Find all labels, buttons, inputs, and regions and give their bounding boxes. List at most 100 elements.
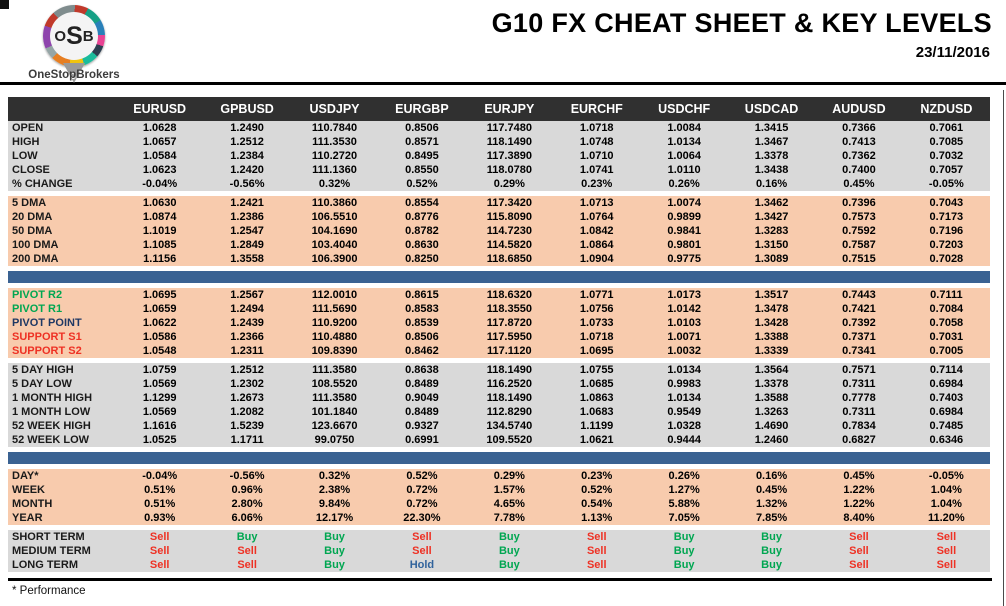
cell: 1.3283 [754,225,789,237]
row-label: 20 DMA [12,211,53,223]
cell: Buy [673,531,695,543]
cell: 0.7061 [929,122,964,134]
cell: 0.7032 [929,150,964,162]
section-moving-averages: 5 DMA 1.0630 1.2421 110.3860 0.8554 117.3420 1… [8,196,990,266]
cell: 1.3378 [754,150,789,162]
cell: 0.8250 [405,253,439,265]
cell: 0.23% [581,178,613,190]
row-label: PIVOT POINT [12,317,82,329]
cell: 111.5690 [312,303,357,315]
row-label: 1 MONTH HIGH [12,392,93,404]
cell: 0.7085 [929,136,964,148]
cell: 1.0864 [579,239,614,251]
cell: 1.32% [755,498,788,510]
row-label: 50 DMA [12,225,53,237]
column-header-usdcad: USDCAD [744,102,799,116]
cell: 1.1085 [142,239,177,251]
cell: 0.7362 [842,150,876,162]
cell: 0.7366 [842,122,876,134]
cell: 110.7840 [311,122,358,134]
cell: 1.0621 [579,434,614,446]
cell: 1.3462 [754,197,789,209]
cell: 1.1156 [143,253,177,265]
row-label: SHORT TERM [12,531,85,543]
header-row: EURUSD GPBUSD USDJPY EURGBP EURJPY EURCHF USDC… [8,97,990,121]
cell: 0.26% [668,470,700,482]
cell: 0.7084 [929,303,964,315]
cell: 1.3478 [754,303,789,315]
table-row: 5 DMA 1.0630 1.2421 110.3860 0.8554 117.3420 1… [8,196,990,210]
cell: 0.9327 [405,420,439,432]
column-header-usdjpy: USDJPY [309,102,360,116]
cell: 0.32% [318,178,351,190]
cell: 110.2720 [311,150,358,162]
row-label: DAY* [12,470,39,482]
cell: 1.04% [930,484,962,496]
cell: Sell [237,545,257,557]
cell: 1.0748 [579,136,614,148]
cell: 0.9444 [667,434,701,446]
cell: Sell [936,559,957,571]
cell: 1.0134 [667,364,701,376]
cell: 0.8782 [405,225,439,237]
cell: 1.0032 [667,345,701,357]
table-row: SUPPORT S1 1.0586 1.2366 110.4880 0.8506 117.… [8,330,990,344]
cell: 1.0071 [667,331,701,343]
cell: 1.3089 [754,253,789,265]
row-label: 5 DAY HIGH [12,364,74,376]
column-header-eurgbp: EURGBP [395,102,449,116]
cell: 112.0010 [311,289,358,301]
table-row: SHORT TERM Sell Buy Buy Sell Buy Sell Buy Buy Sel… [8,530,990,544]
cell: 1.0695 [579,345,614,357]
cell: 0.7043 [929,197,964,209]
table-row: MONTH 0.51% 2.80% 9.84% 0.72% 4.65% 0.54% 5.88%… [8,497,990,511]
table-row: DAY* -0.04% -0.56% 0.32% 0.52% 0.29% 0.23% 0.26… [8,469,990,483]
cell: Buy [498,559,520,571]
cell: 1.5239 [230,420,264,432]
cell: 1.0695 [142,289,177,301]
cell: 0.7834 [842,420,876,432]
cell: 1.2567 [230,289,264,301]
cell: 1.2082 [230,406,264,418]
column-header-audusd: AUDUSD [832,102,886,116]
cell: 1.2512 [230,136,264,148]
cell: 111.1360 [312,164,357,176]
cell: 1.0328 [667,420,701,432]
cell: 0.96% [231,484,263,496]
header-divider [0,82,1006,85]
cell: 0.7111 [930,289,963,301]
cell: 0.72% [406,484,438,496]
cell: 0.6991 [405,434,439,446]
cell: 106.5510 [311,211,358,223]
cell: -0.04% [142,178,178,190]
table-row: 1 MONTH LOW 1.0569 1.2082 101.1840 0.8489 112… [8,405,990,419]
cell: 1.0586 [142,331,177,343]
cell: 0.51% [144,484,176,496]
cell: 1.0755 [579,364,614,376]
cell: 0.7392 [842,317,876,329]
cell: 1.0756 [579,303,614,315]
cell: -0.05% [928,178,964,190]
cell: Sell [149,545,170,557]
cell: Buy [761,531,782,543]
cell: 0.29% [493,178,525,190]
cell: 117.5950 [486,331,532,343]
cell: 1.0842 [579,225,614,237]
cell: 1.0713 [579,197,614,209]
cell: 0.8506 [405,122,439,134]
cell: 1.0623 [142,164,177,176]
cell: 1.0683 [579,406,614,418]
cell: 114.5820 [486,239,532,251]
cell: 1.3415 [754,122,789,134]
cell: 0.7573 [842,211,876,223]
table-row: HIGH 1.0657 1.2512 111.3530 0.8571 118.1490 1.… [8,135,990,149]
section-pivots: PIVOT R2 1.0695 1.2567 112.0010 0.8615 118.63… [8,288,990,358]
cell: 1.0710 [579,150,614,162]
cell: 0.7058 [929,317,964,329]
table-row: 20 DMA 1.0874 1.2386 106.5510 0.8776 115.8090… [8,210,990,224]
cell: 1.2849 [230,239,264,251]
row-label: CLOSE [12,164,50,176]
cell: Sell [849,559,869,571]
cell: Buy [761,545,782,557]
